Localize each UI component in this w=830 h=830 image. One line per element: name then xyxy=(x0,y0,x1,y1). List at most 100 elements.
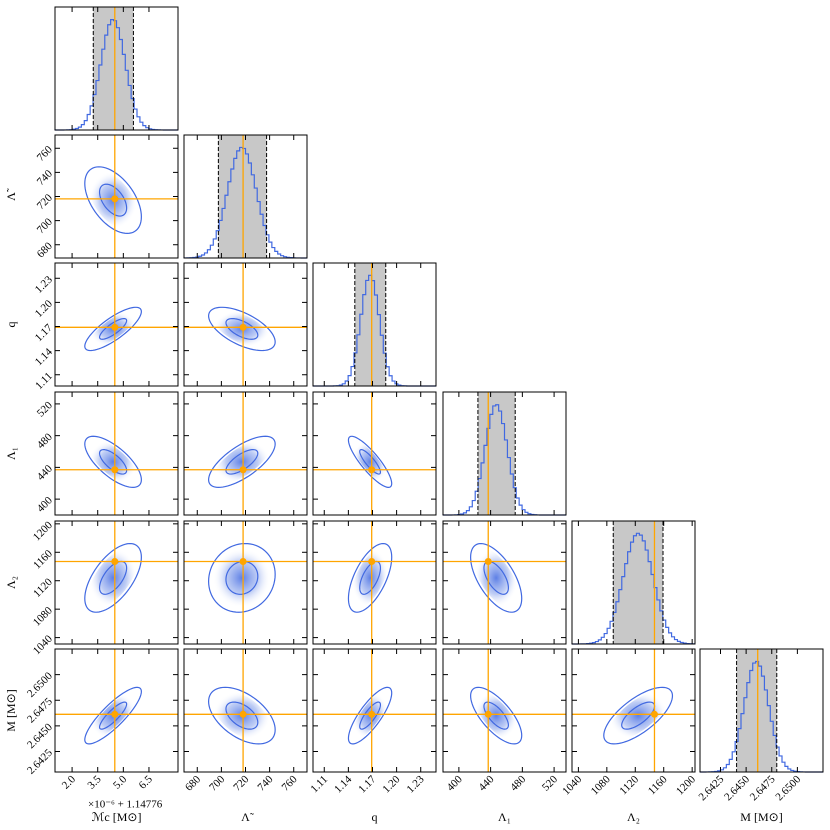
x-tick-label: 1160 xyxy=(646,773,670,797)
x-tick-label: 1120 xyxy=(617,773,641,797)
x-tick-label: 2.6475 xyxy=(748,773,778,803)
credible-interval xyxy=(93,7,134,130)
truth-point xyxy=(239,323,247,331)
contour-outer xyxy=(207,306,276,352)
density xyxy=(351,548,389,608)
y-tick-label: 2.6475 xyxy=(25,695,55,725)
axis-offset: ×10⁻⁶ + 1.14776 xyxy=(88,799,163,811)
panel-frame xyxy=(183,391,308,516)
contour-outer xyxy=(84,435,142,488)
x-tick-label: 6.5 xyxy=(137,773,156,792)
panel-frame xyxy=(183,134,308,259)
x-tick-label: 440 xyxy=(476,773,497,794)
truth-point xyxy=(239,558,247,566)
contour-inner xyxy=(483,560,509,595)
x-axis-label: Λ₂ xyxy=(627,810,640,824)
y-tick-label: 1160 xyxy=(31,547,55,571)
panel-frame xyxy=(183,262,308,387)
y-tick-label: 2.6500 xyxy=(25,670,55,700)
contour-inner xyxy=(98,701,128,730)
contour-inner xyxy=(225,317,259,340)
contour-inner xyxy=(98,449,128,475)
y-tick-label: 1120 xyxy=(31,576,55,600)
y-tick-label: 740 xyxy=(35,167,56,188)
x-tick-label: 1040 xyxy=(560,773,584,797)
x-tick-label: 1200 xyxy=(674,773,698,797)
histogram xyxy=(571,532,695,645)
y-axis-label: Λ̃ xyxy=(4,188,18,201)
x-tick-label: 760 xyxy=(279,773,300,794)
x-tick-label: 1.17 xyxy=(356,773,378,795)
truth-point xyxy=(650,710,658,718)
density xyxy=(88,548,138,608)
contour-outer xyxy=(347,542,393,613)
y-tick-label: 1.11 xyxy=(33,370,55,392)
panel-frame xyxy=(312,262,437,387)
density xyxy=(88,439,138,485)
contour-outer xyxy=(470,542,523,613)
y-tick-label: 1.20 xyxy=(33,297,55,319)
panel-frame xyxy=(312,391,437,516)
truth-point xyxy=(368,710,376,718)
panel-frame xyxy=(312,520,437,645)
x-tick-label: 1.14 xyxy=(332,773,354,795)
y-tick-label: 1.23 xyxy=(33,273,55,295)
y-axis-label: Λ₁ xyxy=(4,447,18,460)
panel-frame xyxy=(442,648,567,773)
y-tick-label: 1080 xyxy=(31,604,55,628)
x-tick-label: 520 xyxy=(540,773,561,794)
truth-point xyxy=(111,710,119,718)
panel-frame xyxy=(54,262,179,387)
x-axis-label: Λ₁ xyxy=(498,810,511,824)
x-tick-label: 1.11 xyxy=(308,773,330,795)
x-tick-label: 1080 xyxy=(589,773,613,797)
contour-inner xyxy=(621,701,656,730)
x-tick-label: 3.5 xyxy=(85,773,104,792)
x-axis-label: Λ̃ xyxy=(241,810,254,824)
panel-frame xyxy=(442,520,567,645)
density xyxy=(473,691,519,741)
contour-inner xyxy=(225,560,259,595)
y-tick-label: 520 xyxy=(35,399,56,420)
y-tick-label: 1040 xyxy=(31,633,55,657)
x-tick-label: 2.0 xyxy=(60,773,79,792)
y-tick-label: 1.14 xyxy=(33,346,55,368)
y-tick-label: 720 xyxy=(35,192,56,213)
panel-frame xyxy=(54,391,179,516)
x-tick-label: 5.0 xyxy=(111,773,130,792)
panel-frame xyxy=(312,648,437,773)
density xyxy=(351,439,389,485)
contour-outer xyxy=(207,686,276,745)
x-axis-label: M [M⊙] xyxy=(740,810,782,824)
contour-outer xyxy=(84,542,142,613)
truth-point xyxy=(484,710,492,718)
contour-inner xyxy=(483,701,509,730)
y-axis-label: q xyxy=(4,322,18,328)
panel-frame xyxy=(183,648,308,773)
x-axis-label: q xyxy=(372,810,378,824)
panel-frame xyxy=(183,520,308,645)
x-tick-label: 480 xyxy=(508,773,529,794)
x-tick-label: 720 xyxy=(231,773,252,794)
y-tick-label: 700 xyxy=(35,216,56,237)
x-tick-label: 2.6450 xyxy=(722,773,752,803)
panel-frame xyxy=(571,520,696,645)
contour-outer xyxy=(84,306,142,352)
y-tick-label: 760 xyxy=(35,143,56,164)
truth-point xyxy=(239,466,247,474)
y-axis-label: Λ₂ xyxy=(4,576,18,589)
contour-outer xyxy=(207,542,276,613)
contour-inner xyxy=(98,183,128,217)
truth-point xyxy=(111,466,119,474)
truth-point xyxy=(111,323,119,331)
y-tick-label: 1200 xyxy=(31,519,55,543)
contour-inner xyxy=(225,701,259,730)
truth-point xyxy=(368,466,376,474)
contour-inner xyxy=(359,449,382,475)
panel-frame xyxy=(54,6,179,131)
y-tick-label: 480 xyxy=(35,431,56,452)
contour-inner xyxy=(359,701,382,730)
contour-outer xyxy=(603,686,674,745)
truth-point xyxy=(484,558,492,566)
